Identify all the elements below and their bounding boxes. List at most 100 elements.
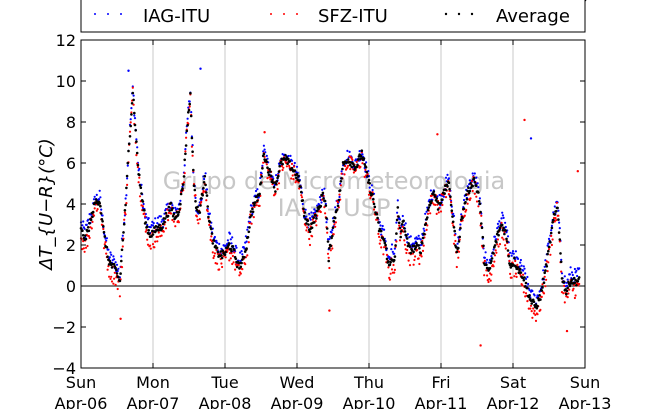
data-point bbox=[99, 212, 103, 215]
data-point bbox=[128, 135, 132, 138]
data-point bbox=[189, 114, 193, 118]
data-point bbox=[205, 188, 209, 191]
y-tick-label: 12 bbox=[56, 31, 76, 50]
data-point bbox=[126, 164, 129, 167]
data-point bbox=[433, 195, 437, 198]
data-point bbox=[523, 267, 526, 270]
data-point bbox=[502, 226, 505, 230]
data-point bbox=[147, 217, 150, 220]
data-point bbox=[304, 224, 307, 227]
data-point bbox=[295, 172, 299, 176]
data-point bbox=[477, 205, 480, 208]
data-point bbox=[421, 249, 425, 252]
data-point bbox=[576, 170, 579, 173]
data-point bbox=[378, 235, 381, 238]
y-axis-label: ΔT_{U−R}(°C) bbox=[36, 138, 57, 272]
data-point bbox=[418, 247, 421, 250]
data-point bbox=[396, 206, 400, 209]
data-point bbox=[332, 233, 335, 236]
data-point bbox=[547, 245, 551, 249]
data-point bbox=[121, 239, 125, 242]
data-point bbox=[334, 221, 337, 224]
data-point bbox=[203, 175, 207, 178]
data-point bbox=[138, 173, 141, 177]
data-point bbox=[510, 254, 513, 257]
data-point bbox=[466, 189, 469, 193]
data-point bbox=[565, 329, 569, 333]
data-point bbox=[479, 344, 482, 347]
data-point bbox=[505, 240, 509, 243]
data-point bbox=[508, 259, 511, 263]
data-point bbox=[117, 267, 120, 270]
data-point bbox=[305, 222, 308, 225]
data-point bbox=[339, 180, 343, 183]
legend-label-iag: IAG-ITU bbox=[143, 6, 210, 27]
data-point bbox=[417, 234, 420, 237]
data-point bbox=[135, 154, 138, 157]
data-point bbox=[209, 238, 212, 241]
data-point bbox=[81, 224, 84, 227]
data-point bbox=[176, 213, 180, 217]
data-point bbox=[450, 201, 453, 204]
data-point bbox=[377, 232, 380, 235]
data-point bbox=[142, 202, 145, 206]
data-point bbox=[418, 262, 421, 266]
data-point bbox=[528, 289, 531, 292]
data-point bbox=[263, 131, 266, 134]
data-point bbox=[500, 221, 503, 224]
data-point bbox=[163, 217, 167, 220]
data-point bbox=[346, 149, 349, 152]
data-point bbox=[151, 233, 155, 236]
data-point bbox=[266, 177, 269, 180]
data-point bbox=[492, 265, 495, 268]
data-point bbox=[115, 272, 119, 275]
data-point bbox=[493, 254, 497, 257]
data-point bbox=[554, 210, 558, 213]
data-point bbox=[390, 248, 393, 251]
data-point bbox=[395, 221, 398, 224]
data-point bbox=[405, 234, 408, 237]
data-point bbox=[234, 257, 238, 261]
data-point bbox=[284, 154, 287, 157]
data-point bbox=[469, 182, 472, 185]
series-Average bbox=[79, 0, 587, 310]
data-point bbox=[244, 263, 247, 266]
data-point bbox=[392, 263, 395, 267]
data-point bbox=[291, 174, 294, 177]
data-point bbox=[160, 220, 163, 223]
data-point bbox=[372, 202, 376, 206]
data-point bbox=[160, 234, 163, 237]
data-point bbox=[322, 197, 325, 200]
data-point bbox=[274, 182, 278, 186]
data-point bbox=[326, 252, 330, 255]
data-point bbox=[301, 199, 305, 202]
data-point bbox=[293, 169, 297, 172]
data-point bbox=[127, 142, 131, 146]
data-point bbox=[224, 250, 227, 254]
data-point bbox=[253, 203, 256, 207]
data-point bbox=[393, 247, 396, 250]
data-point bbox=[202, 186, 205, 190]
data-point bbox=[207, 215, 210, 219]
data-point bbox=[506, 249, 510, 252]
data-point bbox=[427, 206, 431, 209]
data-point bbox=[444, 176, 448, 179]
data-point bbox=[124, 197, 127, 200]
data-point bbox=[493, 235, 497, 238]
data-point bbox=[97, 198, 101, 201]
data-point bbox=[455, 265, 458, 269]
data-point bbox=[442, 195, 445, 198]
data-point bbox=[426, 208, 430, 212]
data-point bbox=[164, 211, 168, 215]
data-point bbox=[290, 177, 293, 180]
data-point bbox=[106, 255, 109, 258]
data-point bbox=[265, 163, 268, 166]
data-point bbox=[460, 213, 463, 216]
data-point bbox=[471, 172, 474, 175]
data-point bbox=[432, 190, 436, 193]
data-point bbox=[82, 220, 85, 223]
x-tick-date: Apr-11 bbox=[415, 394, 468, 409]
data-point bbox=[138, 195, 142, 198]
data-point bbox=[188, 100, 191, 103]
data-point bbox=[267, 173, 271, 177]
